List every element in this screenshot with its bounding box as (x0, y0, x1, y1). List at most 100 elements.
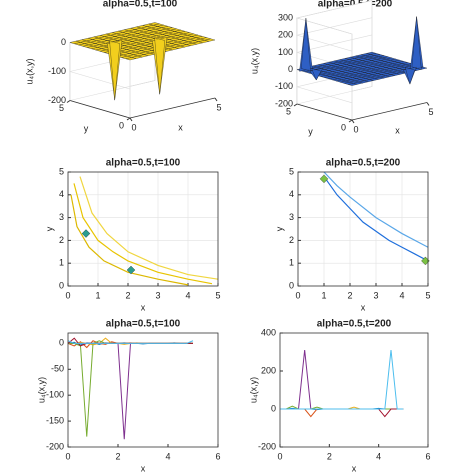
y-tick-label: 4 (59, 189, 64, 199)
x-axis-label: x (178, 122, 183, 132)
y-tick-label: -50 (51, 364, 64, 374)
x-tick-label: 1 (95, 290, 100, 300)
y-tick-label: 3 (59, 212, 64, 222)
y-tick (126, 117, 131, 121)
y-tick-label: 0 (271, 403, 276, 413)
x-tick-label: 0 (353, 124, 358, 134)
x-tick-label: 4 (399, 290, 404, 300)
plot-area (68, 333, 218, 447)
z-tick-label: 200 (278, 30, 293, 40)
y-tick-label: 5 (286, 106, 291, 116)
y-axis-label: y (274, 226, 284, 231)
z-tick-label: -100 (48, 66, 66, 76)
x-tick-label: 3 (155, 290, 160, 300)
x-axis (351, 102, 428, 121)
x-tick-label: 4 (165, 451, 170, 461)
x-tick-label: 0 (131, 122, 136, 132)
spike (404, 67, 415, 85)
contour-line (73, 183, 213, 285)
x-tick-label: 4 (185, 290, 190, 300)
y-tick-label: 0 (59, 280, 64, 290)
y-tick-label: 1 (289, 258, 294, 268)
x-axis-label: x (352, 463, 357, 473)
axes-frame (67, 171, 219, 287)
y-tick (66, 100, 71, 103)
point (319, 174, 329, 184)
spike (154, 37, 166, 95)
y-tick-label: 5 (59, 166, 64, 176)
z-axis-label: u₄(x,y) (249, 48, 259, 74)
y-tick-label: 5 (59, 103, 64, 113)
y-tick-label: 200 (261, 365, 276, 375)
x-tick-label: 2 (327, 451, 332, 461)
z-tick-label: -200 (275, 98, 293, 108)
y-tick (348, 119, 353, 123)
x-tick-label: 4 (376, 451, 381, 461)
x-axis-label: x (141, 302, 146, 312)
z-tick-label: 0 (61, 37, 66, 47)
x-tick (426, 102, 430, 106)
y-tick-label: 2 (289, 235, 294, 245)
y-axis-label: u₄(x,y) (248, 377, 258, 403)
x-tick (129, 117, 133, 122)
x-tick (214, 97, 218, 102)
y-tick (293, 103, 298, 107)
x-tick-label: 0 (65, 290, 70, 300)
y-tick-label: 0 (119, 120, 124, 130)
x-tick-label: 2 (115, 451, 120, 461)
y-axis-label: y (308, 126, 313, 136)
spike (109, 40, 121, 101)
x-tick-label: 2 (347, 290, 352, 300)
y-axis-label: y (84, 124, 89, 134)
z-tick-label: -100 (275, 81, 293, 91)
z-grid-line (295, 17, 373, 52)
axes-frame (67, 332, 219, 448)
z-tick-label: 0 (288, 64, 293, 74)
line-series (280, 350, 404, 410)
x-tick-label: 5 (428, 107, 433, 117)
axes-frame (279, 332, 429, 448)
line-series (67, 340, 194, 344)
x-tick-label: 0 (295, 290, 300, 300)
y-axis (69, 100, 131, 119)
y-tick-label: 1 (59, 258, 64, 268)
x-tick (351, 119, 355, 124)
z-tick-label: 100 (278, 47, 293, 57)
contour-line (323, 176, 429, 262)
x-tick-label: 5 (215, 290, 220, 300)
surface-cell (148, 22, 160, 26)
title: alpha=0.5,t=200 (326, 158, 401, 169)
y-axis-label: u₄(x,y) (36, 377, 46, 403)
x-axis-label: x (141, 463, 146, 473)
x-tick-label: 3 (373, 290, 378, 300)
spike (311, 68, 322, 81)
x-tick-label: 2 (125, 290, 130, 300)
title: alpha=0.5,t=100 (106, 158, 181, 169)
y-tick-label: 0 (289, 280, 294, 290)
point (126, 265, 136, 275)
y-tick-label: -150 (46, 415, 64, 425)
y-tick-label: -200 (46, 441, 64, 451)
title: alpha=0.5,t=100 (106, 319, 181, 330)
spike (301, 18, 311, 72)
x-axis-label: x (395, 126, 400, 136)
y-tick-label: 4 (289, 189, 294, 199)
z-axis-label: u₄(x,y) (24, 58, 34, 84)
y-tick-label: -100 (46, 390, 64, 400)
y-tick-label: 0 (59, 338, 64, 348)
x-tick-label: 5 (216, 102, 221, 112)
title: alpha=0.5,t=100 (103, 0, 178, 10)
title: alpha=0.5,t=200 (317, 319, 392, 330)
y-axis (296, 103, 353, 121)
contour-line (323, 171, 429, 248)
x-axis-label: x (361, 302, 366, 312)
z-tick-label: 300 (278, 12, 293, 22)
contour-line (79, 176, 219, 280)
x-tick-label: 1 (321, 290, 326, 300)
y-tick-label: 0 (341, 122, 346, 132)
x-tick-label: 0 (65, 451, 70, 461)
x-tick-label: 5 (425, 290, 430, 300)
y-tick-label: -200 (258, 441, 276, 451)
